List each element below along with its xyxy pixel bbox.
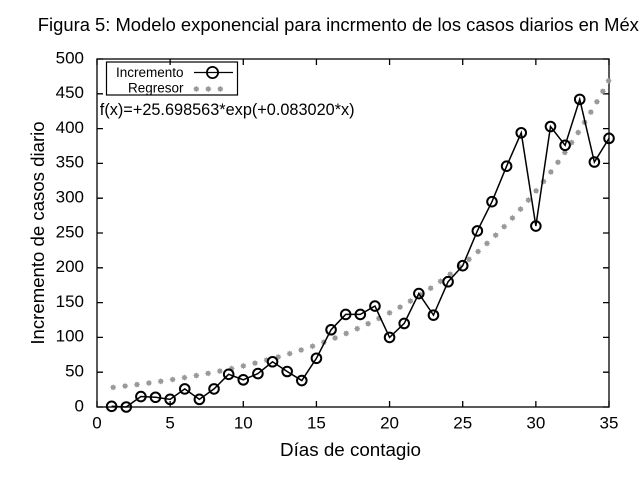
svg-text:Días de contagio: Días de contagio [280, 439, 421, 460]
svg-text:35: 35 [600, 414, 619, 433]
svg-text:150: 150 [56, 292, 84, 311]
svg-text:25: 25 [453, 414, 472, 433]
svg-text:Regresor: Regresor [128, 80, 184, 95]
svg-text:500: 500 [56, 48, 84, 67]
svg-text:250: 250 [56, 222, 84, 241]
svg-text:30: 30 [526, 414, 545, 433]
svg-text:Incremento: Incremento [116, 65, 184, 80]
svg-text:100: 100 [56, 327, 84, 346]
svg-text:20: 20 [380, 414, 399, 433]
svg-text:0: 0 [75, 396, 84, 415]
svg-text:450: 450 [56, 83, 84, 102]
svg-text:5: 5 [165, 414, 174, 433]
svg-text:300: 300 [56, 188, 84, 207]
svg-text:Incremento de casos diario: Incremento de casos diario [27, 121, 48, 344]
svg-text:50: 50 [65, 362, 84, 381]
svg-text:350: 350 [56, 153, 84, 172]
svg-text:f(x)=+25.698563*exp(+0.083020*: f(x)=+25.698563*exp(+0.083020*x) [100, 101, 355, 119]
svg-text:15: 15 [307, 414, 326, 433]
svg-text:400: 400 [56, 118, 84, 137]
svg-text:Figura 5: Modelo exponencial p: Figura 5: Modelo exponencial para incrme… [38, 14, 640, 35]
svg-text:200: 200 [56, 257, 84, 276]
svg-text:0: 0 [92, 414, 101, 433]
svg-text:10: 10 [234, 414, 253, 433]
